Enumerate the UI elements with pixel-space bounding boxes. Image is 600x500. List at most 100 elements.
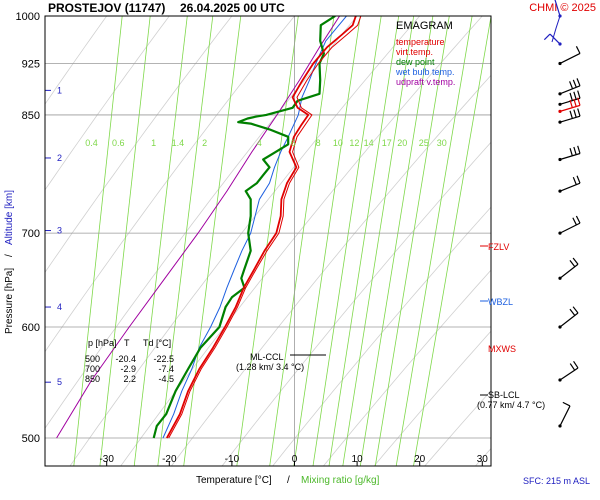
y-axis-label-pressure: Pressure [hPa] bbox=[4, 268, 15, 334]
wind-barb-feather bbox=[543, 33, 551, 41]
x-axis-label-temperature: Temperature [°C] bbox=[196, 475, 272, 486]
wind-barb bbox=[558, 257, 579, 280]
x-axis-label-separator: / bbox=[287, 475, 290, 486]
wind-barbs bbox=[543, 0, 581, 428]
dry-adiabat bbox=[45, 16, 108, 105]
ml-ccl-label: ML-CCL bbox=[250, 352, 284, 362]
table-header-td: Td [°C] bbox=[143, 338, 171, 348]
wind-barb-feather bbox=[569, 147, 573, 156]
wind-barb-feather bbox=[569, 92, 573, 101]
mixing-ratio-label: 6 bbox=[291, 138, 296, 148]
x-tick-label: 30 bbox=[477, 454, 489, 465]
wind-barb bbox=[558, 145, 581, 162]
table-cell: -7.4 bbox=[158, 364, 174, 374]
y-axis-label: Pressure [hPa] / Altitude [km] bbox=[4, 190, 15, 334]
wind-barb-feather bbox=[569, 81, 574, 90]
legend-item-virt-temp: virt.temp. bbox=[396, 47, 433, 57]
dry-adiabat bbox=[45, 16, 358, 429]
wind-barb-feather bbox=[569, 260, 576, 268]
wind-barb-shaft bbox=[554, 0, 561, 17]
wind-barb-feather bbox=[573, 146, 577, 155]
ml-ccl-annotation: ML-CCL (1.28 km/ 3.4 °C) bbox=[236, 352, 326, 372]
legend-item-updraft: udpraft v.temp. bbox=[396, 77, 455, 87]
table-header-p: p [hPa] bbox=[88, 338, 117, 348]
plot-frame bbox=[44, 15, 492, 467]
series-virt-temp bbox=[168, 16, 362, 439]
wind-barb bbox=[558, 78, 581, 96]
series-temperature bbox=[166, 16, 357, 439]
legend-item-temperature: temperature bbox=[396, 37, 445, 47]
wind-barb bbox=[558, 360, 579, 382]
wind-barb-feather bbox=[572, 306, 579, 314]
wind-barb-feather bbox=[577, 90, 581, 99]
wind-barb-feather bbox=[572, 257, 579, 265]
wind-barb-feather bbox=[572, 176, 577, 185]
wind-barb-feather bbox=[572, 79, 577, 88]
credit-text: CHMI © 2025 bbox=[529, 2, 596, 14]
mixing-ratio-line bbox=[236, 16, 299, 466]
wind-barb-feather bbox=[573, 91, 577, 100]
wind-barb-feather bbox=[576, 78, 581, 87]
ml-ccl-value: (1.28 km/ 3.4 °C) bbox=[236, 362, 304, 372]
wind-barb-feather bbox=[569, 363, 576, 371]
chart-labels: 0.4 0.6 1 1.4 2 4 6 8 10 12 14 17 20 25 30100092585070… bbox=[16, 11, 489, 466]
wind-barb bbox=[558, 215, 581, 235]
altitude-label: 4 bbox=[57, 302, 62, 312]
y-tick-label: 1000 bbox=[16, 11, 40, 23]
wind-barb-feather bbox=[573, 98, 577, 107]
legend-title: EMAGRAM bbox=[396, 20, 453, 32]
x-tick-label: -20 bbox=[162, 454, 177, 465]
mixing-ratio-line bbox=[293, 16, 361, 466]
wind-barb-shaft bbox=[559, 152, 581, 161]
wind-barb-feather bbox=[576, 175, 581, 184]
wind-barb bbox=[558, 175, 581, 193]
y-tick-label: 600 bbox=[22, 322, 40, 334]
wbzl-label: WBZL bbox=[488, 297, 513, 307]
sb-lcl-label: SB-LCL bbox=[488, 390, 520, 400]
mixing-ratio-label: 2 bbox=[202, 138, 207, 148]
sb-lcl-value: (0.77 km/ 4.7 °C) bbox=[477, 400, 545, 410]
table-cell: -4.5 bbox=[158, 374, 174, 384]
table-cell: 850 bbox=[85, 374, 100, 384]
altitude-label: 5 bbox=[57, 377, 62, 387]
mixing-ratio-label: 17 bbox=[382, 138, 392, 148]
wind-barb-feather bbox=[569, 308, 576, 316]
mixing-ratio-line bbox=[73, 16, 123, 466]
legend-item-wet-bulb: wet bulb temp. bbox=[395, 67, 455, 77]
dry-adiabat bbox=[272, 206, 491, 466]
wind-barb bbox=[558, 97, 581, 113]
y-tick-label: 925 bbox=[22, 58, 40, 70]
wind-barb-feather bbox=[569, 110, 573, 119]
table-cell: 500 bbox=[85, 354, 100, 364]
x-tick-label: 10 bbox=[352, 454, 364, 465]
dry-adiabat bbox=[45, 16, 170, 191]
wind-barb bbox=[558, 401, 571, 428]
y-axis-label-altitude: Altitude [km] bbox=[4, 190, 15, 245]
wind-barb-feather bbox=[572, 217, 577, 226]
mixing-ratio-line bbox=[269, 16, 335, 466]
wind-barb-feather bbox=[562, 401, 571, 407]
wind-barb-surface-link bbox=[551, 15, 561, 43]
wind-barb bbox=[558, 306, 579, 329]
y-tick-label: 850 bbox=[22, 110, 40, 122]
mixing-ratio-label: 20 bbox=[397, 138, 407, 148]
x-axis-label-mixing-ratio: Mixing ratio [g/kg] bbox=[301, 475, 380, 486]
table-header-t: T bbox=[124, 338, 130, 348]
dry-adiabat bbox=[171, 74, 491, 466]
dry-adiabats bbox=[45, 16, 491, 466]
wind-barb-feather bbox=[575, 46, 581, 54]
wind-barb bbox=[558, 108, 581, 124]
mixing-ratio-line bbox=[413, 16, 491, 466]
wind-barb-feather bbox=[577, 97, 581, 106]
sb-lcl-annotation: SB-LCL (0.77 km/ 4.7 °C) bbox=[477, 390, 545, 410]
wind-barb-shaft bbox=[559, 312, 579, 328]
wind-barb-shaft bbox=[559, 52, 581, 65]
mixing-ratio-label: 25 bbox=[419, 138, 429, 148]
altitude-label: 3 bbox=[57, 226, 62, 236]
wind-barb-feather bbox=[573, 360, 579, 369]
wind-barb-shaft bbox=[559, 263, 579, 279]
wind-barb-shaft bbox=[559, 115, 581, 123]
mixing-ratio-line bbox=[133, 16, 188, 466]
mixing-ratio-label: 12 bbox=[349, 138, 359, 148]
